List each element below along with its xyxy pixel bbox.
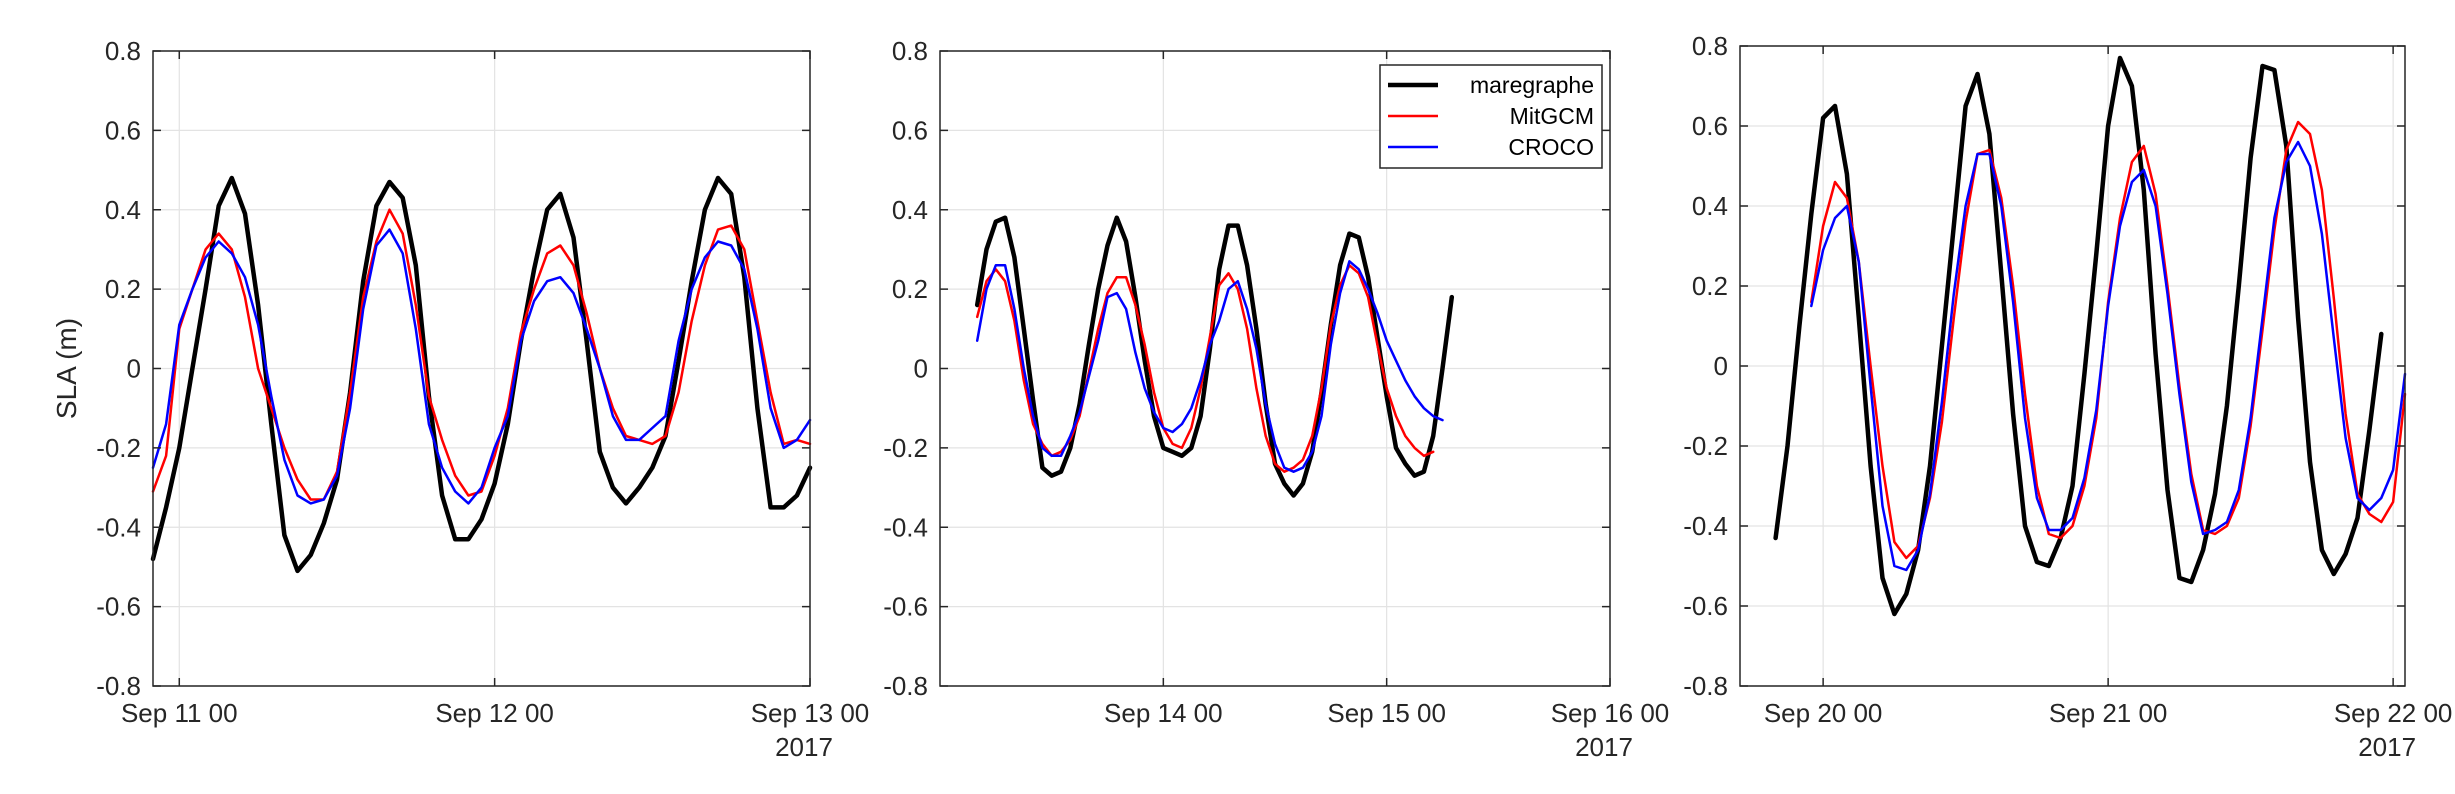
- y-tick-label: 0.4: [1692, 191, 1728, 221]
- y-tick-label: -0.4: [96, 512, 141, 542]
- x-year-label: 2017: [775, 732, 833, 762]
- y-tick-label: -0.4: [1683, 511, 1728, 541]
- y-tick-label: 0.4: [892, 195, 928, 225]
- y-tick-label: -0.2: [883, 433, 928, 463]
- y-tick-label: 0.6: [105, 115, 141, 145]
- y-tick-label: -0.6: [1683, 591, 1728, 621]
- x-tick-label: Sep 21 00: [2049, 698, 2168, 728]
- y-tick-label: 0.2: [1692, 271, 1728, 301]
- y-tick-label: 0.6: [1692, 111, 1728, 141]
- y-tick-label: -0.6: [883, 592, 928, 622]
- x-tick-label: Sep 22 00: [2334, 698, 2453, 728]
- y-tick-label: 0.2: [892, 274, 928, 304]
- x-tick-label: Sep 13 00: [751, 698, 870, 728]
- series-line-croco: [1810, 140, 2407, 572]
- y-tick-label: -0.4: [883, 512, 928, 542]
- x-tick-label: Sep 12 00: [435, 698, 554, 728]
- chart-panel-2: 0.8 0.6 0.4 0.2 0 -0.2 -0.4 -0.6 -0.8 Sep 14 00 Se…: [883, 36, 1669, 762]
- legend-label-croco: CROCO: [1508, 134, 1594, 160]
- y-tick-label: -0.8: [883, 671, 928, 701]
- y-tick-label: 0: [1714, 351, 1728, 381]
- x-tick-label: Sep 15 00: [1327, 698, 1446, 728]
- series-line-croco: [975, 260, 1444, 473]
- y-tick-label: -0.8: [1683, 671, 1728, 701]
- series-line-maregraphe: [1773, 55, 2384, 617]
- y-tick-label: -0.2: [96, 433, 141, 463]
- x-year-label: 2017: [2358, 732, 2416, 762]
- y-tick-label: 0.8: [1692, 31, 1728, 61]
- x-tick-label: Sep 16 00: [1551, 698, 1670, 728]
- legend-label-mitgcm: MitGCM: [1510, 103, 1594, 129]
- legend-label-maregraphe: maregraphe: [1470, 72, 1594, 98]
- y-tick-label: -0.8: [96, 671, 141, 701]
- chart-panel-3: 0.8 0.6 0.4 0.2 0 -0.2 -0.4 -0.6 -0.8 Sep 20 00 Se…: [1683, 31, 2452, 762]
- y-tick-label: 0.4: [105, 195, 141, 225]
- y-tick-label: 0.6: [892, 115, 928, 145]
- y-tick-label: -0.2: [1683, 431, 1728, 461]
- x-tick-label: Sep 20 00: [1764, 698, 1883, 728]
- series-line-mitgcm: [151, 208, 812, 501]
- y-tick-label: 0.8: [105, 36, 141, 66]
- y-tick-label: 0: [914, 354, 928, 384]
- y-tick-label: 0.8: [892, 36, 928, 66]
- y-axis-label: SLA (m): [51, 318, 82, 419]
- x-tick-label: Sep 14 00: [1104, 698, 1223, 728]
- y-tick-label: 0.2: [105, 274, 141, 304]
- series-line-croco: [151, 228, 812, 505]
- legend: maregraphe MitGCM CROCO: [1379, 64, 1603, 169]
- y-tick-label: -0.6: [96, 592, 141, 622]
- y-tick-label: 0: [127, 354, 141, 384]
- x-tick-label: Sep 11 00: [121, 698, 238, 728]
- x-year-label: 2017: [1575, 732, 1633, 762]
